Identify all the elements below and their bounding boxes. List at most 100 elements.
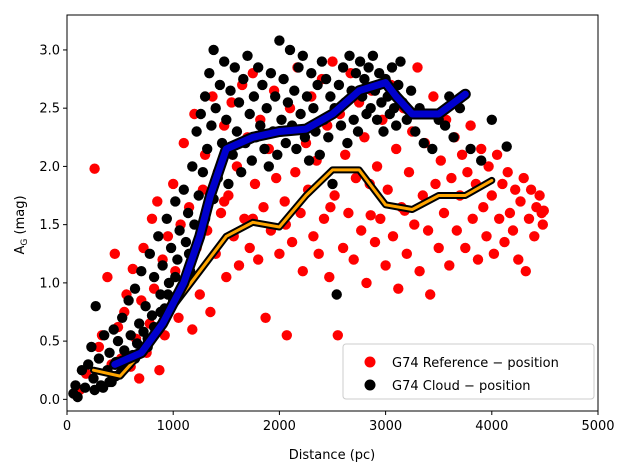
cloud-point xyxy=(427,143,438,155)
cloud-point xyxy=(83,359,94,370)
reference-point xyxy=(313,248,324,259)
cloud-point xyxy=(148,271,160,283)
reference-point xyxy=(297,266,308,277)
cloud-point xyxy=(119,345,130,356)
reference-point xyxy=(507,225,519,236)
reference-point xyxy=(444,260,455,271)
reference-point xyxy=(513,254,524,265)
cloud-point xyxy=(348,114,359,126)
reference-point xyxy=(244,242,255,254)
cloud-point xyxy=(206,120,217,131)
reference-point xyxy=(460,242,471,254)
axes-frame xyxy=(66,14,599,412)
reference-point xyxy=(286,236,298,248)
x-tick-label: 0 xyxy=(63,419,71,434)
reference-point xyxy=(488,248,500,259)
reference-point xyxy=(412,62,423,73)
reference-point xyxy=(93,341,105,353)
cloud-point xyxy=(350,68,362,79)
y-tick-label: 1.5 xyxy=(39,218,60,233)
reference-point xyxy=(152,196,163,207)
cloud-point xyxy=(233,97,245,108)
reference-point xyxy=(258,202,269,213)
cloud-point xyxy=(157,260,168,271)
cloud-point xyxy=(140,301,151,312)
cloud-point xyxy=(301,91,313,102)
reference-point xyxy=(168,178,179,190)
cloud-point xyxy=(295,108,306,120)
reference-point xyxy=(279,196,290,207)
cloud-point xyxy=(195,108,206,120)
cloud-point xyxy=(174,225,185,236)
reference-point xyxy=(502,167,513,178)
reference-point xyxy=(456,149,468,160)
cloud-point xyxy=(323,132,334,143)
cloud-point xyxy=(89,384,100,396)
cloud-point xyxy=(88,373,99,384)
cloud-point xyxy=(199,91,211,102)
cloud-point xyxy=(238,73,249,85)
reference-point xyxy=(483,161,494,172)
reference-point xyxy=(327,56,338,67)
y-tick-label: 0.0 xyxy=(39,393,60,408)
cloud-point xyxy=(221,114,232,126)
cloud-point xyxy=(90,301,101,312)
cloud-point xyxy=(242,50,253,61)
y-tick-label: 2.5 xyxy=(39,102,60,117)
cloud-point xyxy=(108,324,119,335)
cloud-point xyxy=(136,266,147,277)
cloud-point xyxy=(465,143,476,155)
cloud-point xyxy=(180,236,192,248)
reference-point xyxy=(325,202,336,213)
x-axis: 0 1000 2000 3000 4000 5000 xyxy=(63,411,615,434)
cloud-point xyxy=(172,254,183,265)
cloud-point xyxy=(178,184,189,195)
y-tick-label: 0.5 xyxy=(39,335,60,350)
cloud-point xyxy=(293,62,304,73)
reference-point xyxy=(462,167,473,178)
cloud-point xyxy=(418,137,429,149)
cloud-point xyxy=(93,353,105,364)
reference-point xyxy=(162,231,174,242)
cloud-point xyxy=(371,114,383,126)
reference-point xyxy=(371,161,383,172)
cloud-point xyxy=(231,126,243,137)
reference-point xyxy=(337,242,349,254)
cloud-point xyxy=(363,62,374,73)
cloud-point xyxy=(278,73,289,85)
reference-point xyxy=(89,163,100,174)
cloud-point xyxy=(165,242,177,254)
reference-point xyxy=(422,225,434,236)
cloud-point xyxy=(354,56,366,67)
cloud-point xyxy=(125,330,136,341)
reference-point xyxy=(271,172,282,184)
reference-point xyxy=(109,248,121,259)
cloud-point xyxy=(229,62,240,73)
cloud-point xyxy=(303,155,315,166)
reference-point xyxy=(102,271,113,283)
cloud-point xyxy=(79,382,91,393)
reference-point xyxy=(343,207,354,219)
cloud-point xyxy=(246,155,257,166)
cloud-point xyxy=(208,44,219,56)
reference-point xyxy=(472,254,484,265)
reference-point xyxy=(253,254,264,265)
reference-point xyxy=(134,373,145,384)
reference-point xyxy=(491,149,503,160)
cloud-point xyxy=(289,85,300,96)
y-axis-label-main: A xyxy=(13,246,28,255)
median-lines xyxy=(90,77,496,380)
reference-point xyxy=(318,213,330,224)
x-tick-label: 1000 xyxy=(157,419,190,434)
reference-point xyxy=(221,271,232,283)
reference-point xyxy=(391,143,402,155)
cloud-point xyxy=(365,103,376,114)
cloud-point xyxy=(314,149,325,160)
cloud-point xyxy=(386,62,398,73)
reference-point xyxy=(504,207,516,219)
reference-point xyxy=(486,190,497,201)
reference-point xyxy=(369,236,381,248)
cloud-point xyxy=(146,310,158,321)
cloud-point xyxy=(352,126,364,137)
reference-point xyxy=(361,277,372,289)
